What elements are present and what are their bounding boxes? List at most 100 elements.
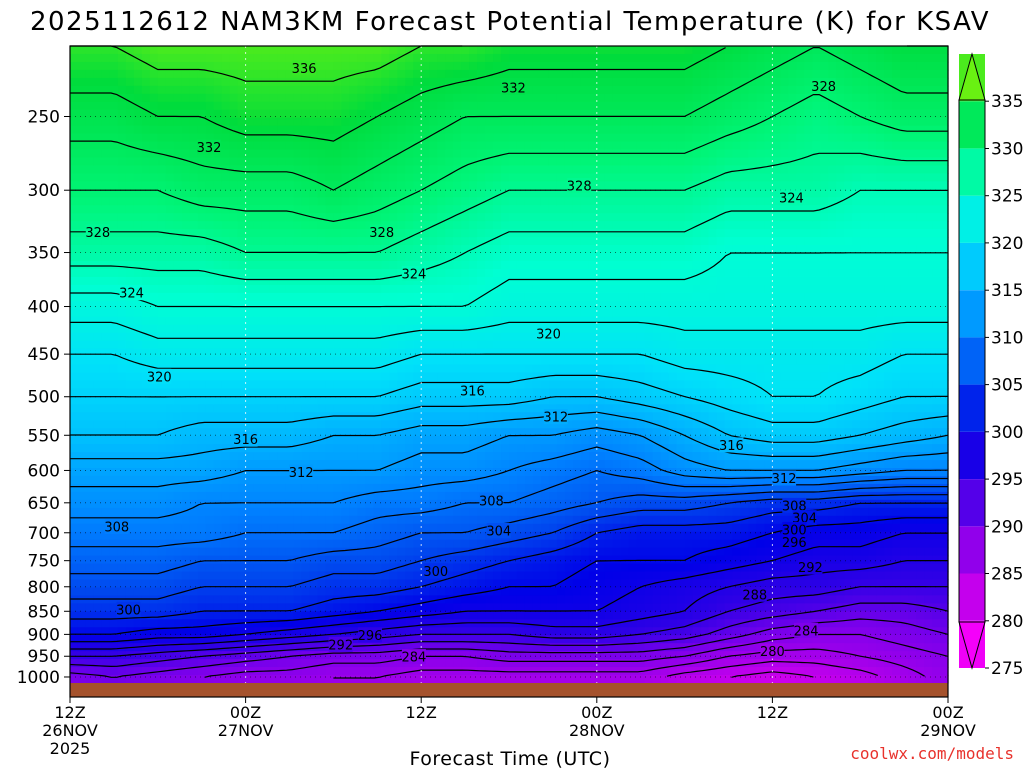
theta-cell	[157, 396, 167, 405]
theta-cell	[101, 181, 111, 190]
theta-cell	[389, 189, 398, 198]
theta-cell	[437, 253, 446, 262]
theta-cell	[389, 53, 398, 63]
theta-cell	[125, 133, 135, 143]
theta-cell	[469, 332, 478, 342]
theta-cell	[365, 667, 374, 676]
theta-cell	[421, 444, 430, 453]
theta-cell	[397, 523, 406, 533]
theta-cell	[253, 348, 263, 358]
theta-cell	[532, 46, 542, 55]
theta-cell	[293, 491, 303, 501]
theta-cell	[149, 276, 159, 286]
theta-cell	[205, 332, 215, 342]
theta-cell	[405, 420, 414, 429]
theta-cell	[221, 460, 231, 469]
theta-cell	[493, 46, 502, 55]
theta-cell	[253, 428, 263, 437]
theta-cell	[293, 412, 303, 421]
theta-cell	[205, 260, 215, 270]
theta-cell	[548, 221, 558, 230]
theta-cell	[532, 276, 542, 286]
theta-cell	[405, 324, 414, 334]
theta-cell	[381, 205, 390, 214]
theta-cell	[397, 507, 406, 517]
theta-cell	[261, 452, 271, 461]
theta-cell	[461, 643, 470, 652]
theta-cell	[413, 157, 422, 167]
theta-cell	[293, 539, 303, 549]
theta-cell	[213, 292, 223, 302]
theta-cell	[516, 276, 526, 286]
theta-cell	[516, 356, 526, 366]
theta-cell	[205, 189, 215, 198]
theta-cell	[70, 452, 79, 461]
theta-cell	[285, 221, 295, 230]
theta-cell	[381, 181, 390, 190]
theta-cell	[516, 316, 526, 326]
theta-cell	[341, 181, 350, 190]
theta-cell	[109, 603, 119, 612]
theta-cell	[509, 260, 518, 270]
theta-cell	[556, 428, 566, 437]
theta-cell	[556, 523, 566, 533]
theta-cell	[109, 539, 119, 549]
theta-cell	[285, 245, 295, 254]
theta-cell	[397, 93, 406, 103]
theta-cell	[125, 659, 135, 668]
theta-cell	[429, 396, 438, 405]
theta-cell	[277, 101, 287, 111]
theta-cell	[341, 404, 350, 413]
theta-cell	[309, 420, 319, 429]
theta-cell	[405, 491, 414, 501]
theta-cell	[149, 253, 159, 262]
theta-cell	[109, 93, 119, 103]
theta-cell	[197, 157, 207, 167]
theta-cell	[389, 436, 398, 445]
theta-cell	[493, 515, 502, 525]
theta-cell	[285, 531, 295, 541]
theta-cell	[245, 149, 255, 159]
theta-cell	[485, 141, 494, 151]
theta-cell	[429, 444, 438, 453]
theta-cell	[133, 229, 143, 238]
theta-cell	[477, 324, 486, 334]
theta-cell	[469, 364, 478, 374]
theta-cell	[181, 515, 191, 525]
theta-cell	[413, 404, 422, 413]
theta-cell	[381, 260, 390, 270]
theta-cell	[117, 460, 127, 469]
theta-cell	[117, 507, 127, 517]
theta-cell	[413, 444, 422, 453]
theta-cell	[261, 181, 271, 190]
theta-cell	[445, 117, 454, 127]
theta-cell	[373, 436, 382, 445]
theta-cell	[365, 587, 374, 597]
theta-cell	[117, 428, 127, 437]
theta-cell	[149, 77, 159, 87]
theta-cell	[277, 563, 287, 573]
theta-cell	[501, 563, 510, 573]
theta-cell	[509, 276, 518, 286]
theta-cell	[325, 85, 334, 95]
theta-cell	[461, 444, 470, 453]
theta-cell	[189, 173, 199, 182]
theta-cell	[365, 380, 374, 389]
theta-cell	[365, 651, 374, 660]
theta-cell	[445, 380, 454, 389]
theta-cell	[189, 475, 199, 485]
theta-cell	[125, 404, 135, 413]
theta-cell	[213, 133, 223, 143]
theta-cell	[333, 245, 342, 254]
theta-field	[70, 46, 949, 684]
theta-cell	[556, 475, 566, 485]
theta-cell	[453, 324, 462, 334]
theta-cell	[397, 372, 406, 382]
theta-cell	[309, 181, 319, 190]
theta-cell	[365, 356, 374, 366]
theta-cell	[532, 237, 542, 246]
theta-cell	[133, 460, 143, 469]
theta-cell	[389, 324, 398, 334]
theta-cell	[325, 173, 334, 182]
theta-cell	[413, 133, 422, 143]
